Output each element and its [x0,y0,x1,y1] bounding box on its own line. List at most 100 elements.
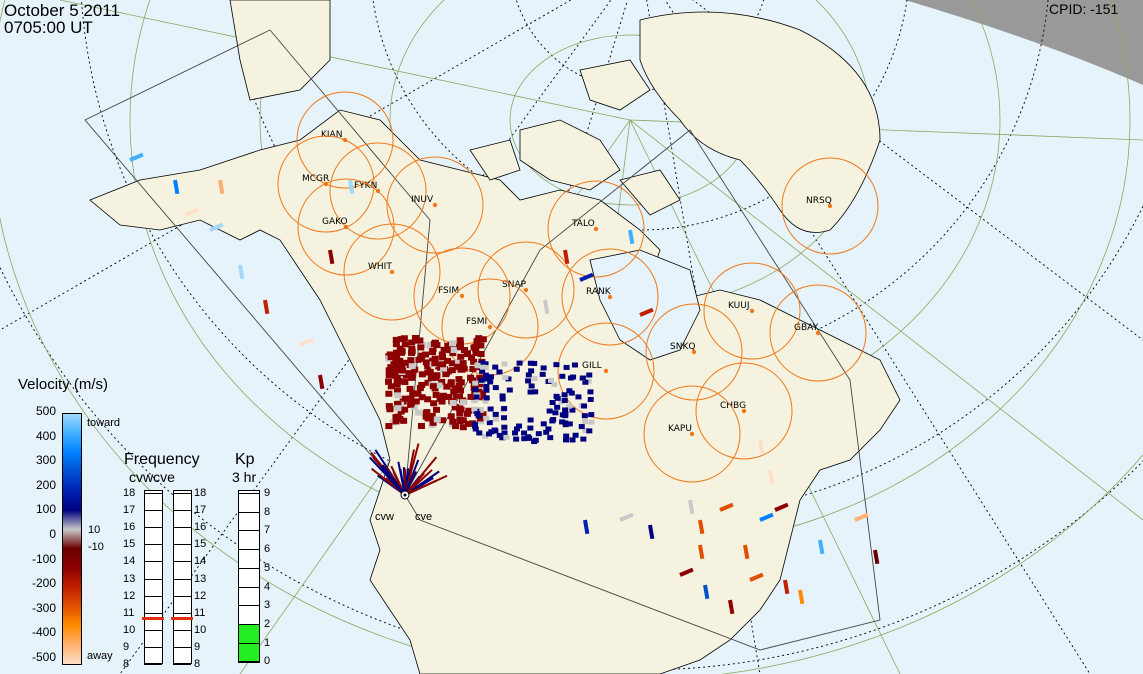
station-label-nrsq: NRSQ [806,196,832,206]
velocity-cell [469,366,477,373]
frequency-tick-label: 17 [194,504,207,517]
velocity-cell [421,351,429,358]
velocity-cell [430,340,438,347]
velocity-cell [499,393,506,399]
velocity-cell [540,365,547,371]
frequency-box-cvw [144,490,163,664]
velocity-cell [487,406,494,412]
velocity-cell [429,374,437,381]
velocity-cell [551,381,558,387]
station-dot [749,308,755,314]
velocity-cell [424,363,432,370]
velocity-cell [478,360,485,366]
velocity-cell [476,406,484,413]
velocity-vector [679,567,694,577]
velocity-cell [416,337,424,344]
velocity-vector [543,299,550,315]
velocity-cell [422,359,430,366]
velocity-cell [547,435,554,441]
velocity-cell [486,420,493,426]
velocity-cell [570,374,577,380]
station-label-chbg: CHBG [720,401,746,411]
velocity-tick-label: -500 [31,650,56,664]
velocity-cell [401,341,409,348]
frequency-marker-cve [171,616,193,620]
kp-tick-label: 9 [264,487,271,499]
velocity-cell [562,422,569,428]
frequency-tick-label: 10 [194,623,207,636]
velocity-cell [474,362,481,368]
kp-title: Kp [235,451,255,468]
velocity-cell [450,347,458,354]
velocity-cell [553,393,560,399]
velocity-cell [501,430,508,436]
velocity-vector [743,544,750,560]
velocity-cell [482,361,489,367]
velocity-cell [563,364,570,370]
velocity-cell [387,364,395,371]
velocity-cell [459,399,467,406]
velocity-cell [527,417,534,423]
velocity-threshold-neg: -10 [88,541,104,553]
station-label-fsmi: FSMI [466,317,487,327]
velocity-cell [398,361,406,368]
kp-gridline [238,511,260,513]
velocity-cell [408,363,416,370]
velocity-cell [545,426,552,432]
velocity-cell [543,429,550,435]
velocity-cell [399,367,407,374]
velocity-cell [456,343,464,350]
velocity-cell [528,368,535,374]
velocity-vector [703,584,710,600]
frequency-title: Frequency [124,451,200,468]
frequency-tick-label: 8 [123,658,130,670]
frequency-box-cve [173,490,192,664]
velocity-cell [422,413,430,420]
frequency-tick-label: 10 [123,623,136,636]
velocity-cell [463,410,471,417]
velocity-cell [483,395,490,401]
velocity-vector [318,374,325,390]
velocity-toward-label: toward [87,417,121,429]
velocity-cell [426,341,434,348]
velocity-cell [562,413,569,419]
velocity-cell [389,368,397,375]
radar-sites [400,490,410,500]
velocity-cell [450,388,458,395]
frequency-gridline [173,561,191,563]
kp-gridline [238,642,260,644]
velocity-cell [429,419,437,426]
velocity-cell [550,417,557,423]
velocity-cell [455,376,463,383]
velocity-cell [558,399,565,405]
frequency-tick-label: 15 [194,538,207,551]
velocity-cell [467,393,475,400]
velocity-cell [407,395,415,402]
velocity-cell [456,337,464,344]
velocity-cell [562,407,569,413]
frequency-tick-label: 11 [194,606,206,619]
velocity-cell [477,342,485,349]
time-label: 0705:00 UT [4,18,93,37]
velocity-cell [476,418,484,425]
velocity-cell [582,379,589,385]
velocity-cell [411,335,419,342]
velocity-cell [401,395,409,402]
station-dot [827,203,833,209]
frequency-gridline [144,527,162,529]
velocity-cell [482,433,489,439]
velocity-cell [516,423,523,429]
velocity-vector [639,307,654,317]
velocity-vector [129,152,144,162]
velocity-cell [417,422,425,429]
velocity-cell [581,413,588,419]
velocity-cell [432,391,440,398]
velocity-cell [408,374,416,381]
velocity-cell [401,378,409,385]
velocity-cell [444,342,452,349]
velocity-cell [483,387,490,393]
velocity-cell [449,350,457,357]
velocity-cell [500,415,507,421]
velocity-cell [428,412,436,419]
